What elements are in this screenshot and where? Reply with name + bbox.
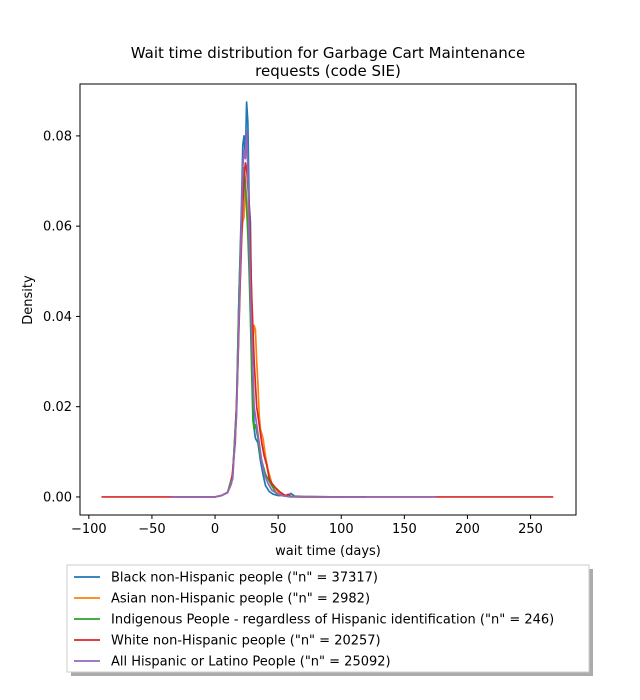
- y-tick-label: 0.00: [43, 490, 72, 505]
- x-tick-label: 50: [270, 522, 287, 537]
- series-line-5: [170, 130, 436, 498]
- legend: Black non-Hispanic people ("n" = 37317) A…: [66, 564, 593, 676]
- legend-items: Black non-Hispanic people ("n" = 37317) A…: [74, 571, 554, 670]
- legend-label-2: Asian non-Hispanic people ("n" = 2982): [111, 592, 370, 607]
- x-ticks: −100 −50 0 50 100 150 200 250: [71, 515, 543, 537]
- x-tick-label: 200: [455, 522, 480, 537]
- chart-title-line-1: Wait time distribution for Garbage Cart …: [131, 44, 525, 62]
- x-tick-label: −50: [138, 522, 165, 537]
- x-axis-label: wait time (days): [275, 544, 381, 559]
- series-group: [101, 101, 554, 498]
- y-ticks: 0.00 0.02 0.04 0.06 0.08: [43, 129, 80, 505]
- chart-title-line-2: requests (code SIE): [255, 62, 401, 80]
- legend-label-1: Black non-Hispanic people ("n" = 37317): [111, 571, 378, 586]
- x-tick-label: 150: [392, 522, 417, 537]
- y-tick-label: 0.06: [43, 220, 72, 235]
- legend-box: [66, 564, 590, 673]
- y-tick-label: 0.02: [43, 400, 72, 415]
- y-tick-label: 0.04: [43, 310, 72, 325]
- series-line-1: [170, 101, 367, 498]
- legend-label-5: All Hispanic or Latino People ("n" = 250…: [111, 655, 391, 670]
- x-tick-label: 250: [518, 522, 543, 537]
- x-tick-label: 100: [329, 522, 354, 537]
- y-axis-label: Density: [21, 275, 36, 325]
- x-tick-label: −100: [71, 522, 107, 537]
- legend-label-3: Indigenous People - regardless of Hispan…: [111, 613, 554, 628]
- series-line-4: [101, 162, 554, 498]
- y-tick-label: 0.08: [43, 129, 72, 144]
- legend-label-4: White non-Hispanic people ("n" = 20257): [111, 634, 381, 649]
- plot-area-frame: [79, 83, 577, 516]
- x-tick-label: 0: [211, 522, 219, 537]
